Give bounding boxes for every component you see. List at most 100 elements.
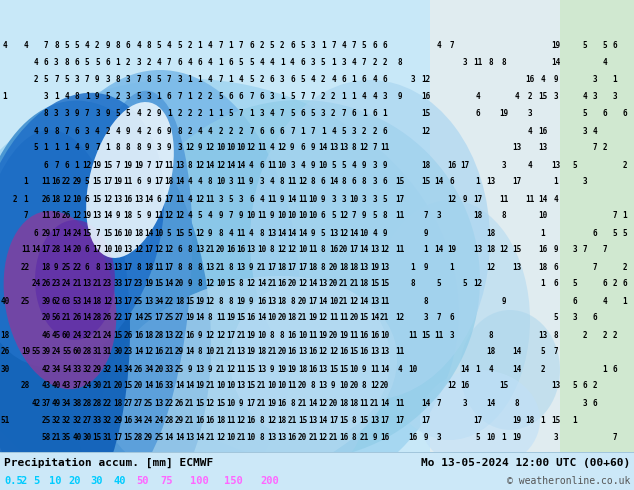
FancyBboxPatch shape [430, 0, 634, 452]
Text: 12: 12 [195, 228, 205, 238]
Text: 8: 8 [64, 58, 69, 68]
Text: 11: 11 [267, 195, 276, 203]
Text: 8: 8 [362, 382, 366, 391]
Text: 4: 4 [208, 75, 212, 84]
Text: 21: 21 [349, 279, 359, 289]
Ellipse shape [120, 100, 480, 460]
Text: 16: 16 [226, 245, 235, 254]
Ellipse shape [0, 93, 164, 367]
Text: 20: 20 [298, 433, 307, 441]
Text: 21: 21 [257, 398, 266, 408]
Text: 13: 13 [512, 263, 522, 271]
Text: 15: 15 [93, 195, 102, 203]
Text: 9: 9 [44, 126, 48, 136]
Text: 7: 7 [167, 58, 172, 68]
Text: 25: 25 [21, 296, 30, 305]
Text: 15: 15 [124, 382, 133, 391]
Text: 18: 18 [93, 296, 102, 305]
Text: 8: 8 [218, 228, 223, 238]
Text: 9: 9 [167, 126, 172, 136]
Text: 5: 5 [198, 212, 202, 220]
Text: 16: 16 [359, 330, 369, 340]
Text: 15: 15 [370, 279, 379, 289]
Text: 8: 8 [290, 398, 295, 408]
Text: 5: 5 [95, 58, 100, 68]
Text: 3: 3 [382, 93, 387, 101]
Text: 35: 35 [62, 433, 71, 441]
Text: 1: 1 [476, 177, 481, 187]
Text: 14: 14 [434, 177, 444, 187]
Text: 1: 1 [623, 212, 627, 220]
Text: 5: 5 [321, 58, 325, 68]
Text: 13: 13 [185, 433, 195, 441]
Text: 20: 20 [41, 314, 51, 322]
Text: 7: 7 [249, 93, 254, 101]
Text: 4: 4 [362, 93, 366, 101]
Text: 6: 6 [259, 161, 264, 170]
Text: 2: 2 [146, 126, 151, 136]
Text: 18: 18 [339, 398, 348, 408]
Text: 20: 20 [134, 382, 143, 391]
Text: 7: 7 [593, 263, 597, 271]
Text: 3: 3 [311, 58, 315, 68]
Text: 2: 2 [188, 126, 192, 136]
Text: 12: 12 [195, 195, 205, 203]
Text: 1: 1 [501, 433, 507, 441]
Text: 3: 3 [583, 398, 587, 408]
Text: 5: 5 [85, 58, 89, 68]
Text: 3: 3 [527, 109, 533, 119]
Text: 18: 18 [134, 228, 143, 238]
Text: 12: 12 [62, 195, 71, 203]
Text: 16: 16 [380, 433, 389, 441]
Text: 3: 3 [341, 58, 346, 68]
Text: 18: 18 [359, 279, 369, 289]
Text: 11: 11 [267, 161, 276, 170]
Text: 1: 1 [228, 75, 233, 84]
Text: 17: 17 [41, 245, 51, 254]
Text: 25: 25 [41, 416, 51, 424]
Text: 9: 9 [382, 161, 387, 170]
FancyBboxPatch shape [0, 0, 634, 452]
Text: 5: 5 [136, 93, 141, 101]
Text: 12: 12 [82, 161, 92, 170]
Text: 42: 42 [41, 365, 51, 373]
Text: 19: 19 [370, 263, 379, 271]
Text: 11: 11 [396, 245, 404, 254]
Text: 28: 28 [93, 398, 102, 408]
Text: 3: 3 [259, 177, 264, 187]
Text: 7: 7 [331, 42, 336, 50]
Text: 13: 13 [380, 263, 389, 271]
Text: 3: 3 [593, 75, 597, 84]
Text: 2: 2 [527, 93, 533, 101]
Text: 27: 27 [82, 416, 92, 424]
Text: 5: 5 [341, 161, 346, 170]
Text: 18: 18 [52, 195, 61, 203]
Text: 4: 4 [259, 195, 264, 203]
Text: 24: 24 [31, 279, 41, 289]
Text: 17: 17 [349, 245, 359, 254]
Text: 9: 9 [146, 177, 151, 187]
Text: 6: 6 [301, 109, 305, 119]
Text: 20: 20 [288, 279, 297, 289]
Text: 6: 6 [198, 58, 202, 68]
Text: 5: 5 [476, 433, 481, 441]
Text: 12: 12 [205, 279, 215, 289]
Text: 26: 26 [41, 195, 51, 203]
Text: 13: 13 [308, 416, 318, 424]
Text: 9: 9 [239, 212, 243, 220]
Text: 7: 7 [146, 161, 151, 170]
Text: 4: 4 [188, 212, 192, 220]
Text: 18: 18 [144, 263, 153, 271]
Text: 18: 18 [288, 314, 297, 322]
Text: 1: 1 [228, 42, 233, 50]
Text: 5: 5 [228, 195, 233, 203]
Text: 12: 12 [134, 245, 143, 254]
Text: 16: 16 [205, 416, 215, 424]
Text: 4: 4 [75, 144, 79, 152]
Text: 7: 7 [95, 228, 100, 238]
Text: 12: 12 [216, 330, 225, 340]
Text: 12: 12 [359, 144, 369, 152]
Text: 6: 6 [177, 245, 182, 254]
Text: 5: 5 [249, 58, 254, 68]
Text: 4: 4 [64, 93, 69, 101]
